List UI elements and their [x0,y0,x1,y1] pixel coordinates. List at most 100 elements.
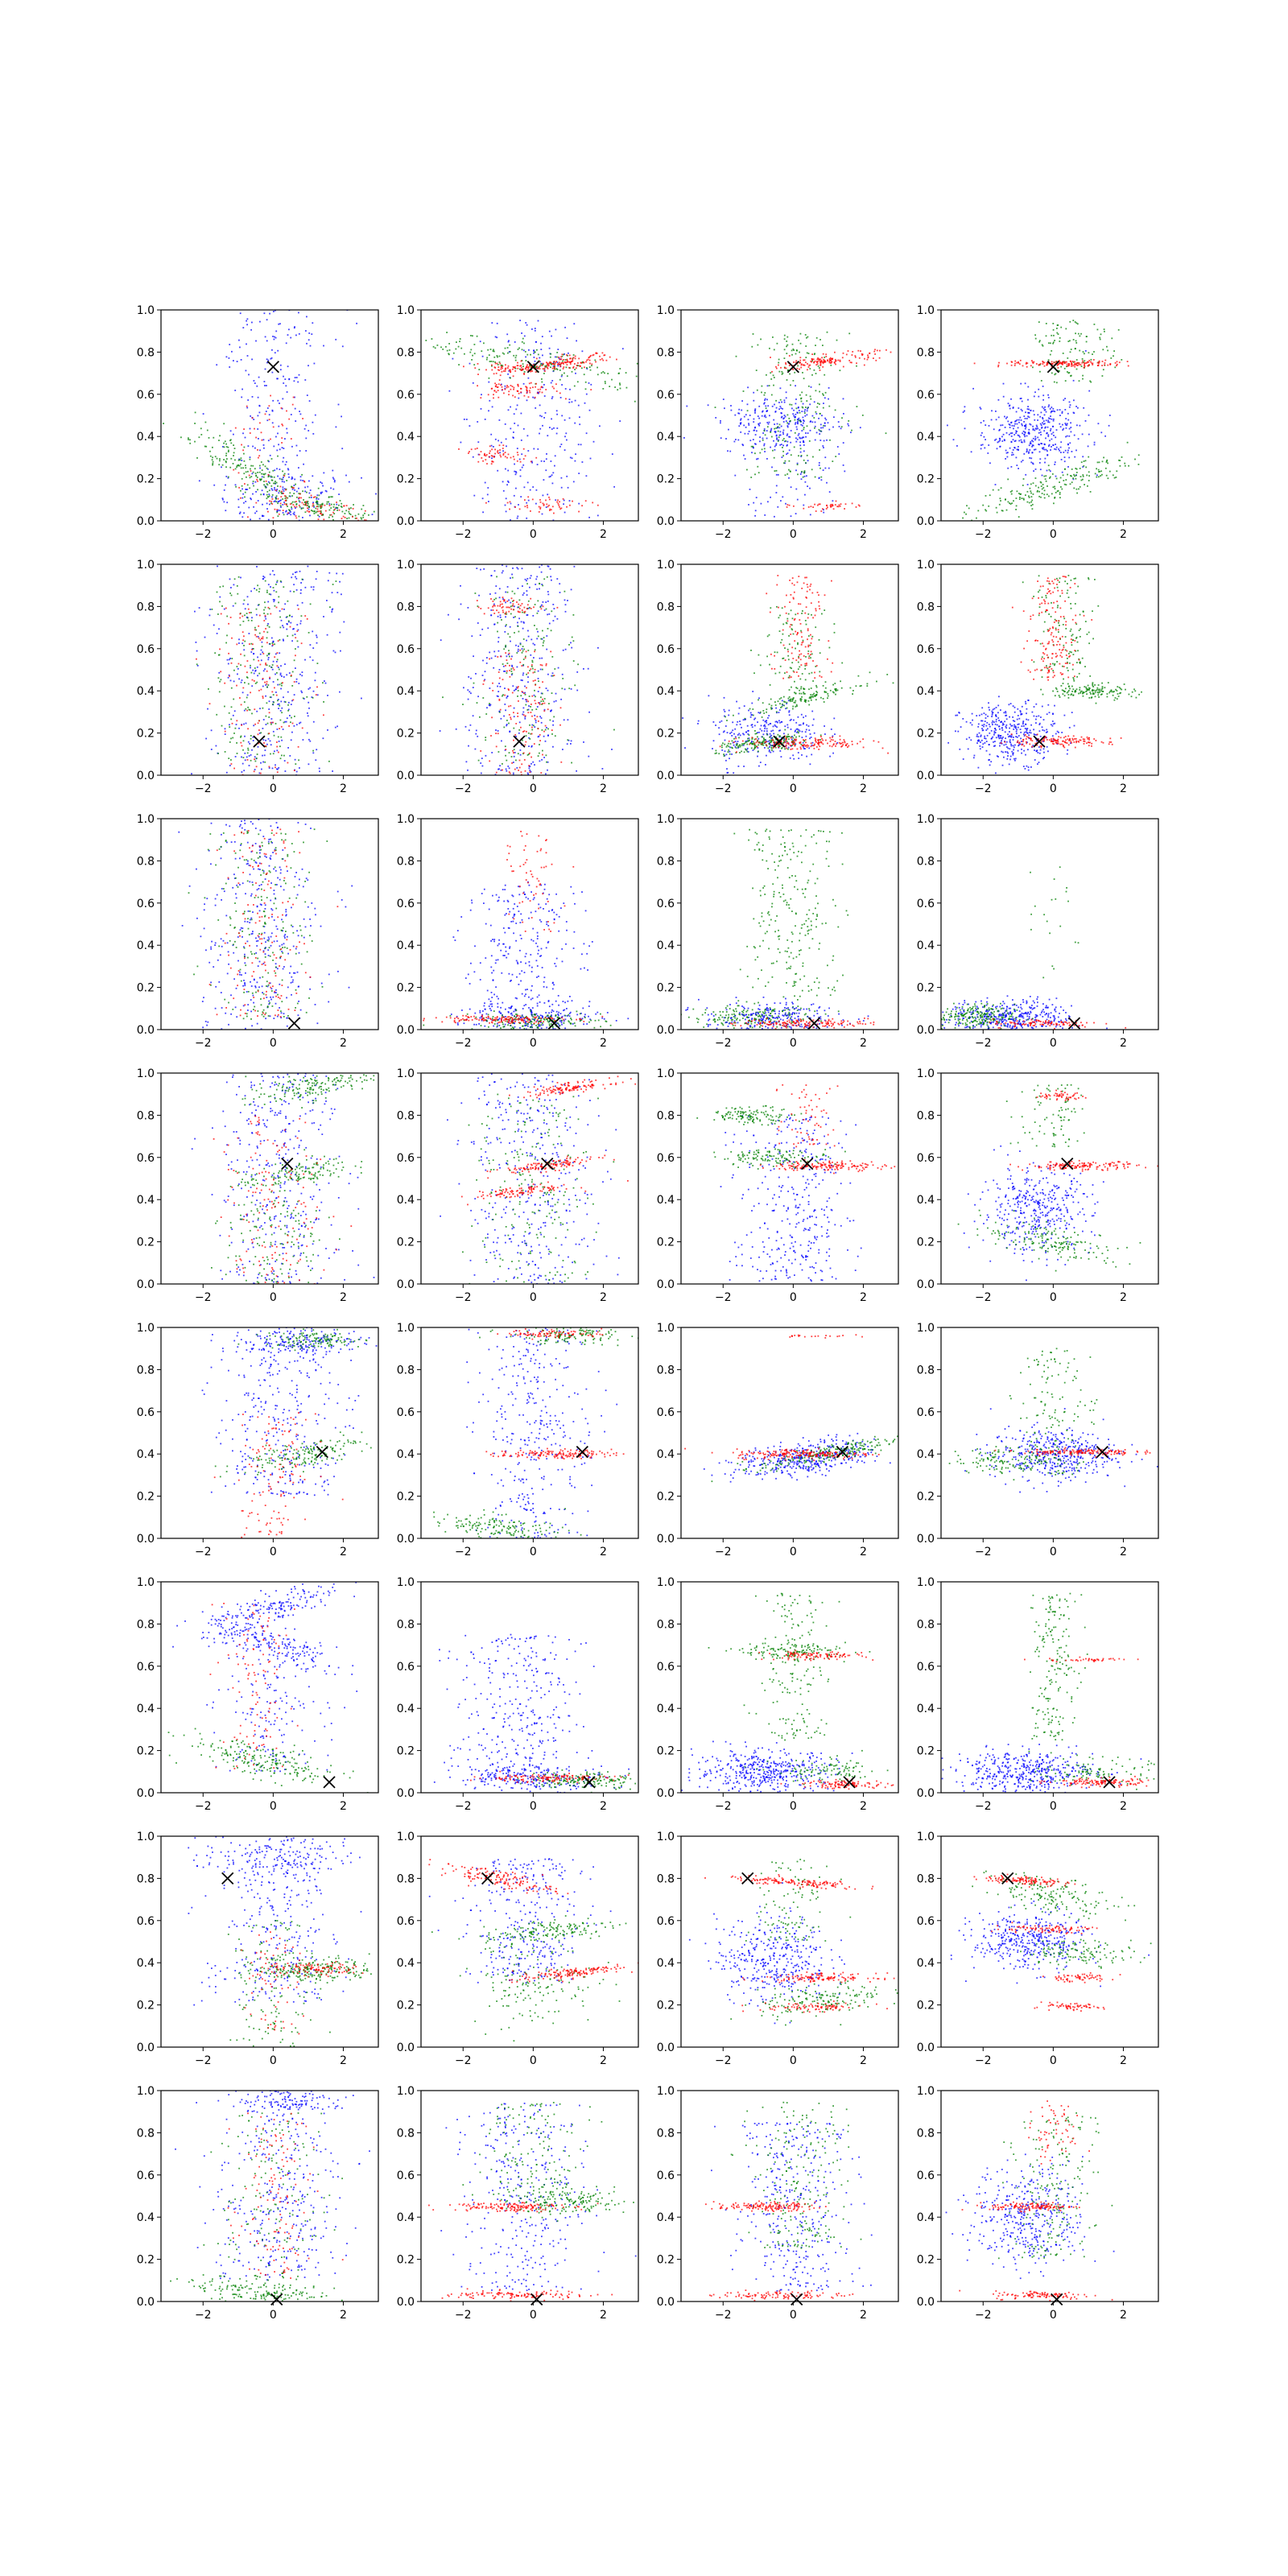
point-blue [824,425,826,427]
point-green [1092,353,1093,355]
point-green [479,716,481,718]
point-green [806,400,808,402]
point-red [528,366,530,368]
point-blue [513,755,515,758]
point-red [546,361,547,364]
point-red [237,663,240,665]
point-blue [1011,454,1013,456]
point-green [1112,474,1114,477]
point-green [1088,352,1090,354]
point-green [755,369,758,371]
point-red [268,405,270,407]
point-blue [274,469,276,472]
point-red [495,745,497,748]
point-red [547,366,548,369]
point-red [495,386,497,388]
point-blue [471,635,473,638]
point-green [279,505,282,507]
point-red [569,363,572,365]
point-green [770,378,773,380]
point-blue [1048,421,1051,423]
point-blue [332,650,335,652]
point-green [778,423,781,426]
point-blue [262,493,265,496]
point-green [1121,359,1123,361]
point-green [226,634,228,637]
point-blue [244,436,246,439]
axes-frame [680,309,899,522]
point-green [756,389,758,391]
point-red [825,356,828,357]
point-blue [1067,452,1069,454]
point-green [307,501,309,502]
point-blue [293,694,295,696]
point-blue [1046,450,1048,452]
point-green [225,443,227,445]
point-green [288,495,291,497]
point-green [1048,469,1051,471]
point-blue [315,578,317,580]
point-red [501,386,503,388]
point-green [539,752,540,754]
point-blue [564,326,566,328]
point-green [520,695,522,697]
point-red [559,392,561,394]
point-blue [292,513,295,515]
point-red [1088,360,1091,361]
point-blue [543,479,545,481]
point-green [819,430,822,432]
point-red [547,506,549,508]
point-blue [275,764,276,766]
point-blue [786,440,789,443]
point-blue [753,447,754,449]
point-blue [985,439,986,440]
point-red [601,352,604,354]
point-blue [559,397,562,398]
point-red [518,603,520,605]
y-tick-label: 0.8 [397,346,415,359]
point-blue [245,489,247,490]
point-blue [497,615,499,617]
point-green [1096,476,1098,478]
point-blue [782,429,785,431]
point-red [495,391,497,393]
point-red [497,369,499,371]
point-blue [762,432,764,434]
point-blue [1042,417,1043,419]
point-blue [277,704,279,705]
point-red [523,611,526,613]
point-red [493,397,494,399]
point-blue [743,766,745,767]
point-blue [1046,469,1048,472]
point-green [485,739,487,741]
point-blue [286,431,288,434]
x-marker [786,361,799,374]
point-red [270,438,271,440]
point-green [311,510,312,511]
point-blue [251,685,254,687]
point-blue [498,768,500,770]
point-green [1052,342,1054,345]
point-blue [1011,424,1013,427]
point-blue [805,432,807,434]
point-blue [257,675,258,677]
point-red [864,357,865,360]
point-green [813,417,815,419]
y-tick-label: 0.0 [657,515,675,528]
point-blue [312,659,314,662]
point-red [1050,362,1052,365]
point-blue [764,451,766,452]
point-red [509,606,510,609]
point-red [242,631,244,634]
point-green [254,473,257,474]
point-green [258,672,261,675]
y-tick-label: 0.2 [137,473,155,486]
point-blue [510,640,511,642]
point-red [481,457,483,459]
point-green [561,687,564,690]
point-blue [497,637,500,638]
point-blue [545,601,547,603]
point-green [248,708,250,711]
point-green [283,514,285,516]
point-blue [530,745,533,748]
